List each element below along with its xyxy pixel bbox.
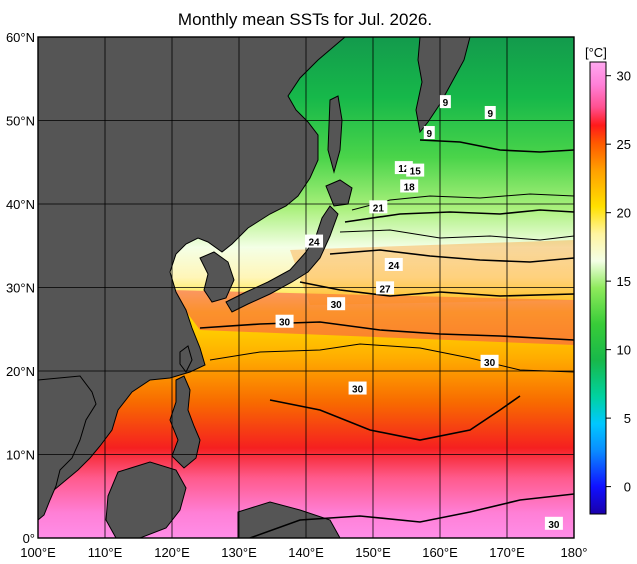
contour-label: 9	[487, 109, 493, 120]
contour-label: 9	[443, 98, 449, 109]
latitude-label: 40°N	[6, 197, 35, 212]
contour-label-box	[423, 126, 435, 140]
contour-15	[344, 209, 574, 223]
colorbar-gradient	[589, 61, 607, 515]
contour-30-c	[249, 493, 574, 538]
colorbar-label: 25	[617, 137, 631, 152]
longitude-label: 120°E	[154, 545, 190, 560]
contour-9	[419, 139, 574, 153]
map-title: Monthly mean SSTs for Jul. 2026.	[177, 10, 433, 29]
contour-label: 30	[279, 318, 291, 329]
colorbar-label: 5	[624, 411, 631, 426]
land-japan	[225, 205, 339, 313]
contour-21	[329, 249, 574, 263]
colorbar-label: 30	[617, 69, 631, 84]
contour-label-box	[327, 297, 346, 311]
colorbar-label: 10	[617, 343, 631, 358]
contour-label: 18	[404, 182, 416, 193]
longitude-label: 110°E	[88, 545, 123, 560]
land-indochina	[38, 375, 97, 521]
contour-label-box	[376, 281, 395, 295]
land-philippines	[169, 375, 201, 469]
contour-label: 24	[308, 238, 320, 249]
contour-label-box	[406, 163, 425, 177]
land-new-guinea	[237, 501, 341, 538]
contour-30-a	[209, 343, 574, 373]
longitude-label: 170°E	[489, 545, 525, 560]
land-korea	[199, 251, 235, 303]
latitude-label: 20°N	[6, 364, 35, 379]
contour-label-box	[305, 234, 324, 248]
contour-24	[299, 281, 574, 297]
contour-label-box	[384, 257, 403, 271]
longitude-label: 140°E	[288, 545, 324, 560]
contour-label-box	[275, 314, 294, 328]
land-kamchatka	[415, 37, 471, 134]
contour-label: 30	[352, 385, 364, 396]
contour-lines	[199, 139, 574, 538]
longitude-tick-labels: 100°E 110°E 120°E 130°E 140°E 150°E 160°E 170°E…	[20, 545, 587, 560]
contour-label: 30	[484, 358, 496, 369]
latitude-label: 50°N	[6, 114, 35, 129]
latitude-tick-labels: 60°N 50°N 40°N 30°N 20°N 10°N 0°	[6, 30, 35, 546]
land-asia	[38, 37, 346, 506]
contour-label: 12	[398, 164, 410, 175]
land-masses	[38, 37, 471, 538]
colorbar-label: 20	[617, 206, 631, 221]
colorbar: [°C] 30 25 20 15 10 5 0	[585, 45, 631, 515]
longitude-label: 180°	[561, 545, 588, 560]
contour-label: 9	[426, 129, 432, 140]
contour-label: 30	[548, 520, 560, 531]
longitude-label: 160°E	[422, 545, 458, 560]
latitude-label: 0°	[23, 531, 35, 546]
longitude-label: 100°E	[20, 545, 56, 560]
land-hokkaido	[325, 179, 353, 207]
longitude-label: 130°E	[221, 545, 257, 560]
latitude-label: 30°N	[6, 281, 35, 296]
contour-label: 24	[388, 261, 400, 272]
contour-label: 15	[410, 167, 422, 178]
contour-18	[339, 229, 574, 241]
contour-label-box	[544, 516, 563, 530]
contour-27	[199, 321, 574, 341]
contour-label: 30	[331, 300, 343, 311]
longitude-label: 150°E	[355, 545, 391, 560]
contour-label: 27	[379, 284, 391, 295]
contour-label-box	[480, 354, 499, 368]
colorbar-label: 15	[617, 274, 631, 289]
graticule	[37, 36, 575, 539]
latitude-label: 60°N	[6, 30, 35, 45]
contour-label: 21	[373, 203, 385, 214]
contour-label-box	[369, 200, 388, 214]
latitude-label: 10°N	[6, 448, 35, 463]
contour-30-b	[269, 395, 521, 441]
contour-label-box	[484, 105, 496, 119]
land-taiwan	[179, 345, 193, 373]
contour-label-box	[400, 179, 419, 193]
contour-label-box	[348, 381, 367, 395]
contour-label-box	[439, 95, 451, 109]
land-sakhalin	[327, 95, 343, 174]
land-borneo	[105, 461, 187, 538]
contour-value-labels: 9 9 9 12 15 18 21 24 24 27 30 30 30 30 30	[275, 95, 563, 531]
colorbar-label: 0	[624, 480, 631, 495]
colorbar-unit: [°C]	[585, 45, 607, 60]
